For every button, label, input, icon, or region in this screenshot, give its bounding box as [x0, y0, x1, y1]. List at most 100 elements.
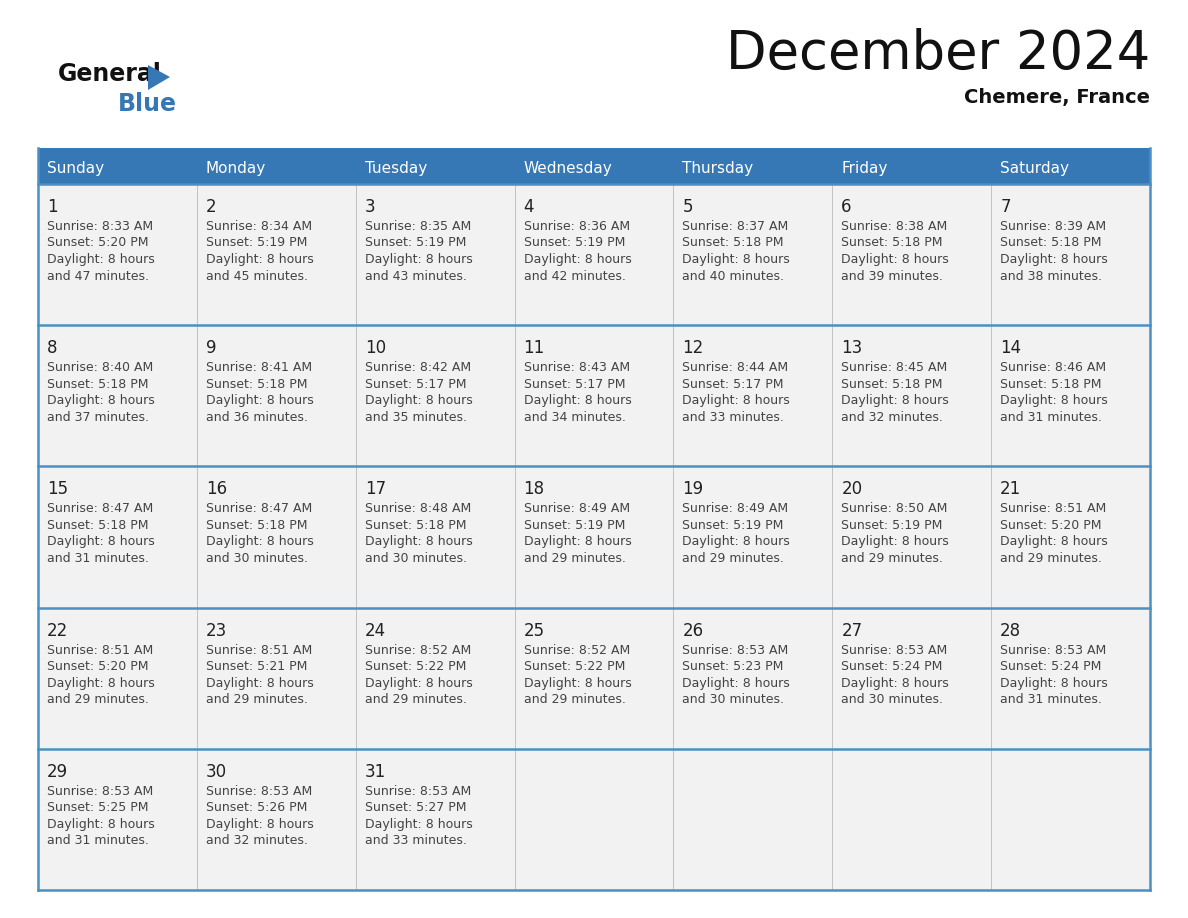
Text: Sunrise: 8:51 AM: Sunrise: 8:51 AM [48, 644, 153, 656]
FancyBboxPatch shape [514, 325, 674, 466]
FancyBboxPatch shape [38, 466, 197, 608]
Text: 26: 26 [682, 621, 703, 640]
FancyBboxPatch shape [514, 184, 674, 325]
Text: and 30 minutes.: and 30 minutes. [841, 693, 943, 706]
Text: Saturday: Saturday [1000, 162, 1069, 176]
Text: Daylight: 8 hours: Daylight: 8 hours [365, 394, 473, 408]
Text: Daylight: 8 hours: Daylight: 8 hours [524, 394, 631, 408]
Text: Sunrise: 8:33 AM: Sunrise: 8:33 AM [48, 220, 153, 233]
Text: 21: 21 [1000, 480, 1022, 498]
Text: and 30 minutes.: and 30 minutes. [365, 552, 467, 565]
Text: Daylight: 8 hours: Daylight: 8 hours [48, 677, 154, 689]
Text: Sunset: 5:18 PM: Sunset: 5:18 PM [365, 519, 466, 532]
Text: Sunset: 5:26 PM: Sunset: 5:26 PM [206, 801, 308, 814]
Text: 9: 9 [206, 339, 216, 357]
Text: 8: 8 [48, 339, 57, 357]
Text: Daylight: 8 hours: Daylight: 8 hours [682, 394, 790, 408]
Text: Sunset: 5:18 PM: Sunset: 5:18 PM [48, 377, 148, 391]
FancyBboxPatch shape [197, 466, 355, 608]
Text: Daylight: 8 hours: Daylight: 8 hours [682, 677, 790, 689]
Text: 17: 17 [365, 480, 386, 498]
Text: Sunset: 5:17 PM: Sunset: 5:17 PM [682, 377, 784, 391]
Text: Sunset: 5:19 PM: Sunset: 5:19 PM [206, 237, 308, 250]
Text: and 37 minutes.: and 37 minutes. [48, 410, 148, 424]
Text: Sunday: Sunday [48, 162, 105, 176]
Text: Sunrise: 8:35 AM: Sunrise: 8:35 AM [365, 220, 470, 233]
Text: Daylight: 8 hours: Daylight: 8 hours [365, 818, 473, 831]
FancyBboxPatch shape [674, 184, 833, 325]
FancyBboxPatch shape [514, 749, 674, 890]
Text: Daylight: 8 hours: Daylight: 8 hours [365, 253, 473, 266]
Text: Daylight: 8 hours: Daylight: 8 hours [48, 535, 154, 548]
Text: Sunset: 5:18 PM: Sunset: 5:18 PM [206, 377, 308, 391]
Text: Daylight: 8 hours: Daylight: 8 hours [206, 394, 314, 408]
Text: Sunrise: 8:48 AM: Sunrise: 8:48 AM [365, 502, 470, 515]
Text: and 33 minutes.: and 33 minutes. [682, 410, 784, 424]
Text: Daylight: 8 hours: Daylight: 8 hours [524, 535, 631, 548]
Text: Sunset: 5:19 PM: Sunset: 5:19 PM [682, 519, 784, 532]
FancyBboxPatch shape [355, 148, 514, 184]
Text: 22: 22 [48, 621, 68, 640]
Text: 3: 3 [365, 198, 375, 216]
Text: Sunset: 5:19 PM: Sunset: 5:19 PM [841, 519, 942, 532]
FancyBboxPatch shape [991, 184, 1150, 325]
Text: 11: 11 [524, 339, 545, 357]
Text: 7: 7 [1000, 198, 1011, 216]
Text: Sunset: 5:18 PM: Sunset: 5:18 PM [206, 519, 308, 532]
Text: Wednesday: Wednesday [524, 162, 612, 176]
Text: and 29 minutes.: and 29 minutes. [524, 552, 625, 565]
Text: Sunset: 5:18 PM: Sunset: 5:18 PM [841, 237, 943, 250]
FancyBboxPatch shape [833, 184, 991, 325]
Text: Sunrise: 8:43 AM: Sunrise: 8:43 AM [524, 361, 630, 375]
Text: Sunset: 5:24 PM: Sunset: 5:24 PM [1000, 660, 1101, 673]
Text: and 30 minutes.: and 30 minutes. [682, 693, 784, 706]
Text: 12: 12 [682, 339, 703, 357]
Text: Sunrise: 8:36 AM: Sunrise: 8:36 AM [524, 220, 630, 233]
Text: Sunset: 5:17 PM: Sunset: 5:17 PM [365, 377, 466, 391]
Text: Sunrise: 8:53 AM: Sunrise: 8:53 AM [682, 644, 789, 656]
Text: Daylight: 8 hours: Daylight: 8 hours [682, 535, 790, 548]
FancyBboxPatch shape [833, 466, 991, 608]
FancyBboxPatch shape [833, 749, 991, 890]
Text: Sunrise: 8:51 AM: Sunrise: 8:51 AM [206, 644, 312, 656]
FancyBboxPatch shape [674, 749, 833, 890]
Text: Sunset: 5:20 PM: Sunset: 5:20 PM [48, 660, 148, 673]
Text: 10: 10 [365, 339, 386, 357]
Text: Daylight: 8 hours: Daylight: 8 hours [841, 253, 949, 266]
Text: and 29 minutes.: and 29 minutes. [206, 693, 308, 706]
FancyBboxPatch shape [674, 148, 833, 184]
Text: and 30 minutes.: and 30 minutes. [206, 552, 308, 565]
Text: Daylight: 8 hours: Daylight: 8 hours [1000, 535, 1108, 548]
Text: and 29 minutes.: and 29 minutes. [841, 552, 943, 565]
Text: and 31 minutes.: and 31 minutes. [48, 552, 148, 565]
Text: Sunset: 5:19 PM: Sunset: 5:19 PM [524, 519, 625, 532]
Text: Sunset: 5:25 PM: Sunset: 5:25 PM [48, 801, 148, 814]
Text: Sunrise: 8:50 AM: Sunrise: 8:50 AM [841, 502, 948, 515]
Text: and 33 minutes.: and 33 minutes. [365, 834, 467, 847]
Text: 27: 27 [841, 621, 862, 640]
Text: and 35 minutes.: and 35 minutes. [365, 410, 467, 424]
Text: Sunrise: 8:52 AM: Sunrise: 8:52 AM [524, 644, 630, 656]
Text: Sunset: 5:22 PM: Sunset: 5:22 PM [365, 660, 466, 673]
FancyBboxPatch shape [38, 749, 197, 890]
FancyBboxPatch shape [514, 148, 674, 184]
Text: Sunrise: 8:52 AM: Sunrise: 8:52 AM [365, 644, 470, 656]
Text: Sunset: 5:18 PM: Sunset: 5:18 PM [1000, 377, 1101, 391]
Text: December 2024: December 2024 [726, 28, 1150, 80]
FancyBboxPatch shape [197, 608, 355, 749]
Text: Sunrise: 8:51 AM: Sunrise: 8:51 AM [1000, 502, 1106, 515]
Text: and 40 minutes.: and 40 minutes. [682, 270, 784, 283]
FancyBboxPatch shape [991, 749, 1150, 890]
Polygon shape [148, 65, 170, 90]
Text: General: General [58, 62, 162, 86]
Text: 16: 16 [206, 480, 227, 498]
Text: Sunrise: 8:44 AM: Sunrise: 8:44 AM [682, 361, 789, 375]
Text: Sunrise: 8:53 AM: Sunrise: 8:53 AM [841, 644, 948, 656]
FancyBboxPatch shape [355, 608, 514, 749]
Text: Thursday: Thursday [682, 162, 753, 176]
Text: Daylight: 8 hours: Daylight: 8 hours [841, 677, 949, 689]
FancyBboxPatch shape [833, 608, 991, 749]
Text: Sunset: 5:20 PM: Sunset: 5:20 PM [1000, 519, 1101, 532]
Text: Daylight: 8 hours: Daylight: 8 hours [206, 677, 314, 689]
Text: and 29 minutes.: and 29 minutes. [48, 693, 148, 706]
